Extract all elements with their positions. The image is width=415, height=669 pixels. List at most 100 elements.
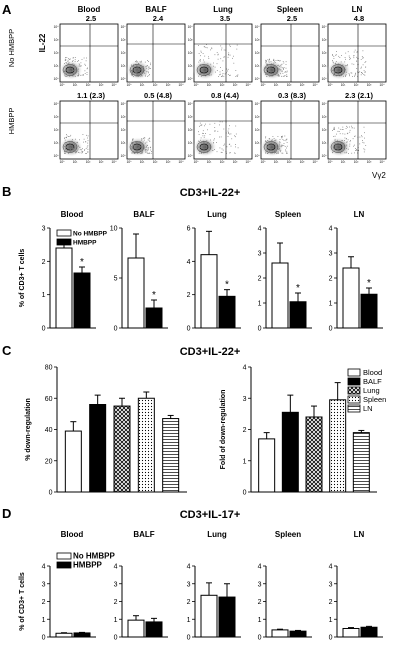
flow-event-dot xyxy=(71,75,73,76)
bar-blood xyxy=(258,438,276,493)
flow-event-dot xyxy=(361,135,362,137)
flow-event-dot xyxy=(75,151,77,153)
flow-event-dot xyxy=(143,137,145,139)
flow-event-dot xyxy=(285,64,287,65)
flow-event-dot xyxy=(278,146,280,148)
flow-event-dot xyxy=(272,145,274,147)
y-tick-label: 2 xyxy=(42,599,46,606)
flow-event-dot xyxy=(74,143,75,145)
flow-event-dot xyxy=(337,63,339,65)
flow-event-dot xyxy=(134,152,136,154)
flow-event-dot xyxy=(268,64,270,65)
flow-event-dot xyxy=(268,151,270,153)
flow-event-dot xyxy=(350,57,351,59)
flow-event-dot xyxy=(198,53,200,54)
flow-event-dot xyxy=(131,72,133,74)
flow-event-dot xyxy=(281,75,282,77)
y-tick-label: 4 xyxy=(187,564,191,571)
flow-event-dot xyxy=(149,137,151,139)
flow-event-dot xyxy=(282,70,283,72)
flow-event-dot xyxy=(64,150,66,152)
y-tick-label: 0 xyxy=(49,490,53,497)
flow-event-dot xyxy=(131,152,133,154)
flow-event-dot xyxy=(146,65,148,67)
flow-event-dot xyxy=(199,64,201,65)
chart-spleen: Spleen 0 1 2 3 4 * xyxy=(258,210,312,333)
flow-event-dot xyxy=(335,54,337,55)
flow-event-dot xyxy=(219,136,220,138)
flow-event-dot xyxy=(206,140,208,142)
flow-y-tick: 10¹ xyxy=(255,141,260,145)
flow-y-tick: 10² xyxy=(188,128,193,132)
flow-event-dot xyxy=(357,58,359,60)
flow-event-dot xyxy=(198,73,199,74)
flow-event-dot xyxy=(145,142,146,144)
flow-percent-1-ln: 2.3 (2.1) xyxy=(345,91,373,100)
flow-y-tick: 10⁰ xyxy=(121,154,127,158)
flow-event-dot xyxy=(365,145,367,146)
flow-event-dot xyxy=(216,52,218,53)
flow-event-dot xyxy=(235,144,236,145)
bar-hmbpp xyxy=(289,301,307,329)
flow-event-dot xyxy=(87,151,89,153)
flow-y-tick: 10⁴ xyxy=(322,25,328,29)
flow-event-dot xyxy=(286,147,287,149)
flow-event-dot xyxy=(200,69,202,71)
flow-event-dot xyxy=(133,152,135,154)
y-tick-label: 60 xyxy=(45,396,53,403)
flow-event-dot xyxy=(204,64,206,66)
flow-y-tick: 10³ xyxy=(188,38,193,42)
flow-event-dot xyxy=(70,145,72,147)
flow-event-dot xyxy=(202,132,203,134)
flow-event-dot xyxy=(352,76,353,77)
flow-event-dot xyxy=(229,75,230,76)
flow-event-dot xyxy=(365,66,367,68)
flow-event-dot xyxy=(333,136,335,137)
flow-event-dot xyxy=(149,74,150,75)
flow-event-dot xyxy=(363,126,365,128)
y-tick-label: 6 xyxy=(187,226,191,233)
y-tick-label: 1 xyxy=(187,617,191,624)
flow-event-dot xyxy=(271,144,273,146)
flow-event-dot xyxy=(137,148,138,149)
flow-x-tick: 10⁰ xyxy=(194,83,200,87)
flow-event-dot xyxy=(148,66,150,68)
flow-event-dot xyxy=(131,141,133,143)
legend-swatch-hmbpp xyxy=(56,238,72,246)
flow-event-dot xyxy=(334,71,335,72)
flow-event-dot xyxy=(268,67,270,69)
flow-event-dot xyxy=(345,69,346,71)
legend-label-ln: LN xyxy=(363,404,373,413)
flow-event-dot xyxy=(277,65,279,66)
flow-event-dot xyxy=(71,67,73,69)
flow-event-dot xyxy=(76,151,78,152)
flow-event-dot xyxy=(78,72,80,74)
flow-event-dot xyxy=(355,73,356,75)
flow-event-dot xyxy=(344,61,346,63)
flow-event-dot xyxy=(268,60,270,62)
flow-x-tick: 10¹ xyxy=(207,83,212,87)
flow-event-dot xyxy=(77,61,79,62)
flow-event-dot xyxy=(148,152,150,154)
flow-event-dot xyxy=(221,148,223,150)
flow-event-dot xyxy=(131,74,133,76)
flow-event-dot xyxy=(235,70,237,71)
flow-event-dot xyxy=(142,150,143,152)
flow-event-dot xyxy=(345,152,347,154)
flow-event-dot xyxy=(147,147,149,148)
flow-event-dot xyxy=(337,149,339,151)
flow-event-dot xyxy=(204,142,205,144)
flow-event-dot xyxy=(279,143,280,145)
flow-y-tick: 10² xyxy=(322,128,327,132)
flow-event-dot xyxy=(229,44,231,46)
flow-event-dot xyxy=(70,71,71,73)
flow-event-dot xyxy=(348,55,350,57)
flow-y-tick: 10⁰ xyxy=(255,77,261,81)
flow-percent-0-blood: 2.5 xyxy=(86,14,96,23)
flow-event-dot xyxy=(131,150,133,151)
flow-x-tick: 10⁰ xyxy=(261,160,267,164)
flow-event-dot xyxy=(332,151,334,153)
